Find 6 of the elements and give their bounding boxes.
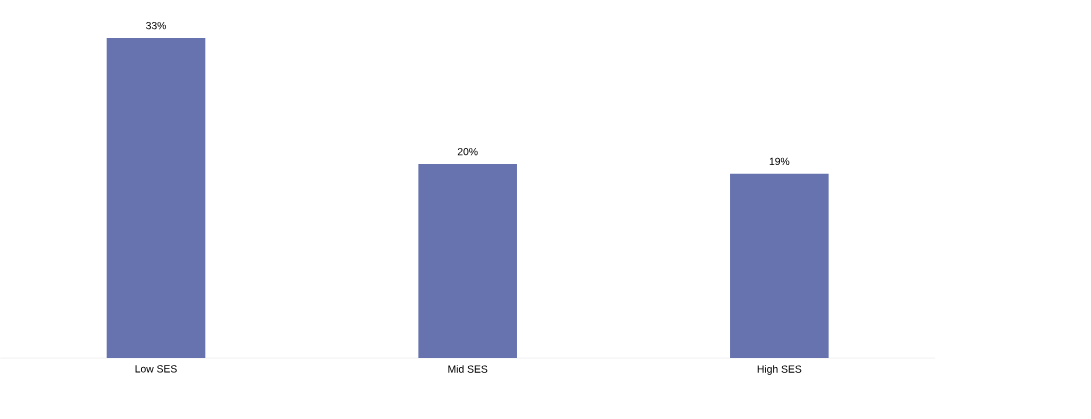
x-tick-label: Mid SES [448, 365, 488, 373]
data-label: 19% [769, 157, 790, 166]
x-tick-label: Low SES [135, 365, 177, 373]
x-tick-label: High SES [757, 365, 802, 375]
data-label: 20% [457, 148, 478, 156]
data-label: 33% [146, 22, 166, 30]
